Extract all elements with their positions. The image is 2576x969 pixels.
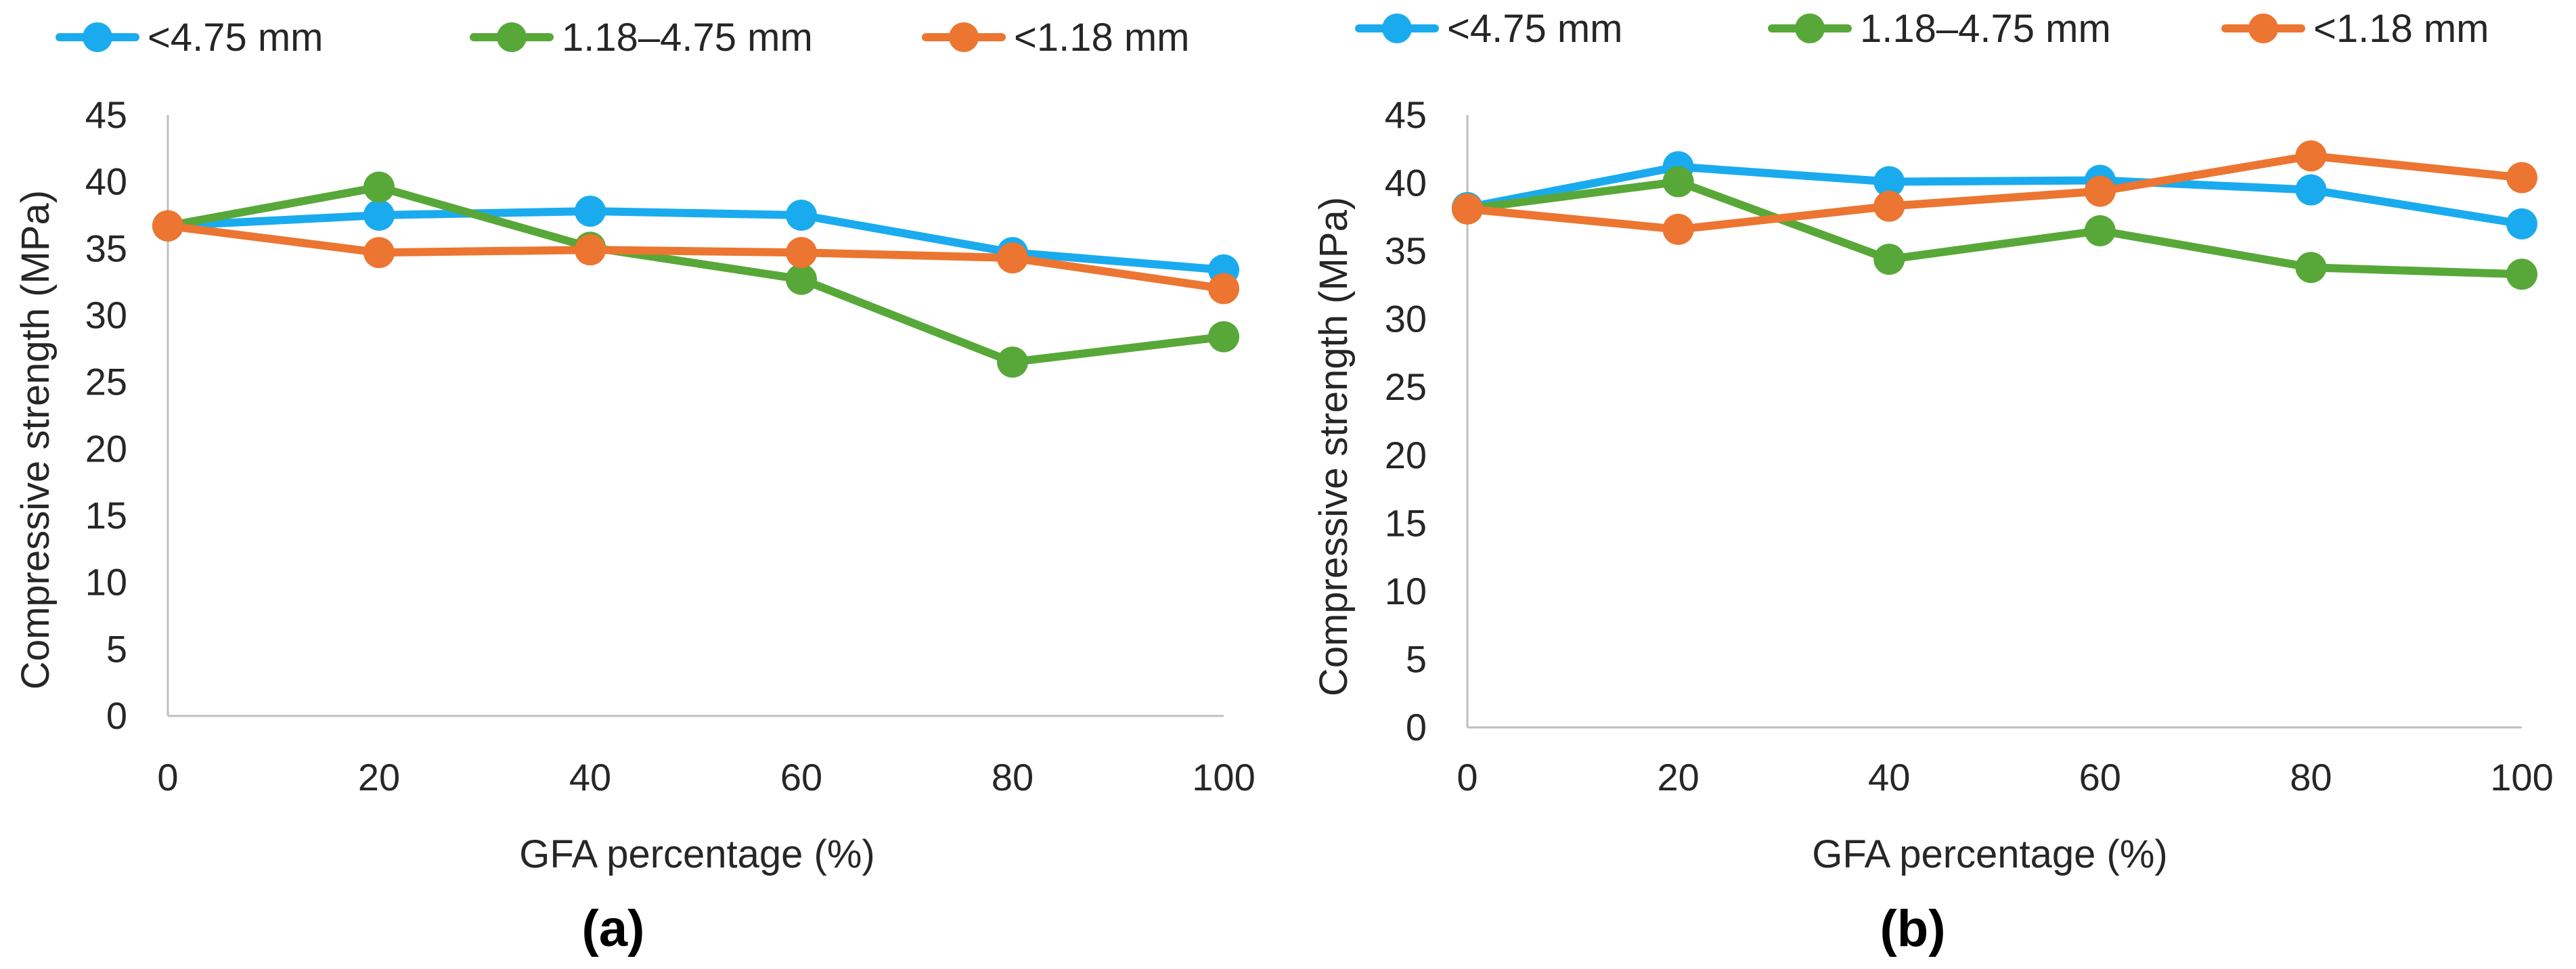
- series-2-point: [1208, 321, 1239, 353]
- legend-swatch-marker: [497, 22, 527, 52]
- series-2-point: [786, 263, 817, 295]
- y-tick-label: 45: [85, 93, 127, 136]
- x-tick-label: 0: [1457, 756, 1478, 798]
- legend-a: <4.75 mm 1.18–4.75 mm <1.18 mm: [55, 16, 1190, 60]
- series-2-point: [2295, 252, 2327, 284]
- series-2-point: [363, 171, 395, 203]
- legend-label: <4.75 mm: [148, 16, 324, 60]
- series-3-point: [2295, 140, 2327, 172]
- x-tick-label: 20: [1657, 756, 1699, 798]
- series-3-point: [363, 237, 395, 269]
- series-1-point: [363, 200, 395, 231]
- series-3-point: [786, 237, 817, 269]
- series-1-point: [575, 196, 606, 227]
- legend-label: <4.75 mm: [1447, 7, 1623, 51]
- x-tick-label: 60: [780, 756, 822, 798]
- series-2-point: [1873, 244, 1905, 275]
- y-tick-label: 15: [85, 494, 127, 537]
- y-axis-title-a: Compressive strength (MPa): [14, 190, 58, 690]
- legend-swatch-marker: [1795, 14, 1825, 43]
- series-2-point: [1662, 166, 1694, 198]
- chart-panel-a: <4.75 mm 1.18–4.75 mm <1.18 mm Compressive…: [14, 16, 1256, 957]
- x-tick-label: 60: [2079, 756, 2121, 798]
- y-tick-label: 25: [85, 361, 127, 403]
- legend-swatch-marker: [83, 22, 112, 52]
- legend-label: 1.18–4.75 mm: [1860, 7, 2111, 51]
- y-tick-label: 40: [85, 160, 127, 203]
- x-axis-title-a: GFA percentage (%): [519, 832, 874, 876]
- series-1-point: [2295, 174, 2327, 206]
- series-2-point: [2506, 258, 2537, 290]
- x-tick-label: 100: [1192, 756, 1255, 798]
- series-3-point: [1662, 213, 1694, 245]
- legend-label: <1.18 mm: [1014, 16, 1190, 60]
- y-tick-label: 40: [1385, 162, 1427, 204]
- series-2-point: [2084, 215, 2116, 246]
- legend-item-1: <4.75 mm: [1355, 7, 1623, 51]
- series-2-point: [997, 346, 1028, 378]
- x-tick-label: 100: [2490, 756, 2553, 798]
- y-tick-label: 30: [85, 294, 127, 336]
- legend-swatch-marker: [1382, 14, 1412, 43]
- legend-item-3: <1.18 mm: [922, 16, 1190, 60]
- y-tick-label: 0: [106, 694, 127, 737]
- y-tick-label: 45: [1385, 93, 1427, 136]
- series-1-point: [1873, 166, 1905, 198]
- y-tick-label: 5: [106, 627, 127, 670]
- legend-item-3: <1.18 mm: [2221, 7, 2489, 51]
- series-line-2: [164, 183, 1228, 367]
- x-tick-label: 80: [992, 756, 1034, 798]
- legend-swatch-marker: [2248, 14, 2278, 43]
- y-tick-label: 10: [85, 561, 127, 604]
- y-tick-label: 15: [1385, 501, 1427, 544]
- x-tick-label: 20: [358, 756, 400, 798]
- y-tick-label: 10: [1385, 570, 1427, 612]
- series-3-point: [152, 210, 183, 242]
- series-line-3: [164, 221, 1228, 293]
- x-tick-label: 40: [569, 756, 611, 798]
- x-tick-label: 40: [1868, 756, 1910, 798]
- series-3-point: [575, 234, 606, 266]
- y-tick-label: 0: [1406, 706, 1427, 748]
- y-tick-label: 5: [1406, 637, 1427, 680]
- legend-item-2: 1.18–4.75 mm: [1768, 7, 2111, 51]
- series-3-point: [2084, 175, 2116, 207]
- series-3-point: [1873, 190, 1905, 222]
- series-3-point: [997, 242, 1028, 274]
- chart-panel-b: <4.75 mm 1.18–4.75 mm <1.18 mm Compressive…: [1312, 7, 2554, 957]
- legend-swatch-marker: [949, 22, 979, 52]
- y-tick-label: 25: [1385, 365, 1427, 408]
- series-1-point: [2506, 208, 2537, 240]
- series-3-point: [1452, 193, 1483, 225]
- x-tick-label: 0: [157, 756, 178, 798]
- y-axis-title-b: Compressive strength (MPa): [1312, 197, 1356, 696]
- series-line-1: [164, 207, 1228, 274]
- legend-label: <1.18 mm: [2313, 7, 2489, 51]
- series-line-1: [1463, 162, 2526, 228]
- x-axis-title-b: GFA percentage (%): [1812, 832, 2167, 876]
- series-3-point: [1208, 273, 1239, 305]
- panel-label-a: (a): [582, 900, 645, 957]
- series-line-3: [1463, 152, 2526, 233]
- y-tick-label: 30: [1385, 298, 1427, 340]
- series-3-point: [2506, 162, 2537, 194]
- y-tick-label: 35: [1385, 229, 1427, 272]
- y-tick-label: 20: [1385, 434, 1427, 476]
- legend-b: <4.75 mm 1.18–4.75 mm <1.18 mm: [1355, 7, 2489, 51]
- x-tick-label: 80: [2290, 756, 2332, 798]
- y-tick-label: 20: [85, 427, 127, 470]
- legend-item-1: <4.75 mm: [55, 16, 324, 60]
- legend-label: 1.18–4.75 mm: [562, 16, 813, 60]
- y-tick-label: 35: [85, 227, 127, 269]
- series-line-2: [1463, 177, 2526, 279]
- panel-label-b: (b): [1880, 900, 1945, 957]
- legend-item-2: 1.18–4.75 mm: [470, 16, 813, 60]
- series-1-point: [786, 200, 817, 231]
